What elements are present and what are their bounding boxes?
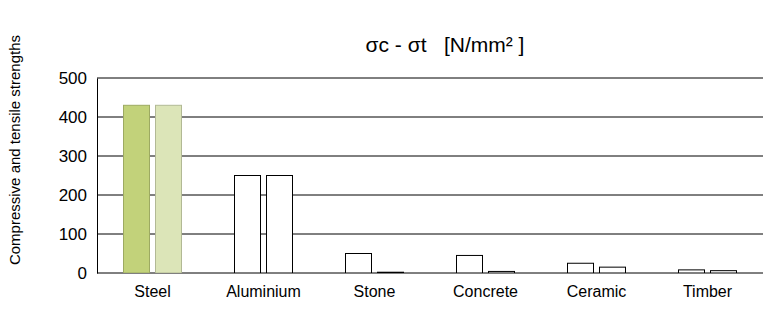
x-tick: Timber [683,273,733,300]
x-tick-label: Ceramic [567,283,627,300]
y-tick-label: 300 [59,147,87,166]
y-axis-line [97,79,98,274]
bar [267,176,293,274]
plot-area: 0 100 200 300 400 500 Steel Aluminium Stone Concr… [59,69,763,300]
bar [124,105,150,273]
x-tick: Steel [134,273,170,300]
x-tick: Concrete [453,273,518,300]
bar [489,271,515,273]
bar [346,254,372,274]
x-tick: Stone [354,273,396,300]
y-tick-label: 0 [78,264,87,283]
y-axis: 0 100 200 300 400 500 [59,69,98,283]
bar [568,263,594,273]
y-tick: 100 [59,225,97,244]
x-axis: Steel Aluminium Stone Concrete Ceramic Timber [134,273,733,300]
x-tick-label: Stone [354,283,396,300]
y-axis-title: Compressive and tensile strengths [6,35,23,265]
y-tick: 500 [59,69,97,88]
bar [711,271,737,273]
bar [378,272,404,273]
y-tick-label: 500 [59,69,87,88]
grid-line [97,117,763,118]
bars [124,105,737,273]
grid-line [97,273,763,274]
x-tick: Ceramic [567,273,627,300]
title: σc - σt [N/mm² ] [366,33,525,56]
y-tick-label: 200 [59,186,87,205]
y-tick: 300 [59,147,97,166]
x-tick-label: Timber [683,283,733,300]
bar [156,105,182,273]
y-tick: 200 [59,186,97,205]
x-tick-label: Concrete [453,283,518,300]
y-tick: 0 [78,264,97,283]
bar [600,267,626,273]
grid-line [97,195,763,196]
bar [235,176,261,274]
bar [679,270,705,273]
y-tick: 400 [59,108,97,127]
x-tick-label: Steel [134,283,170,300]
x-tick: Aluminium [226,273,301,300]
chart: 0 100 200 300 400 500 Steel Aluminium Stone Concr… [0,0,772,317]
grid [97,78,763,273]
bar [457,255,483,273]
grid-line [97,156,763,157]
x-tick-label: Aluminium [226,283,301,300]
y-tick-label: 400 [59,108,87,127]
grid-line [97,78,763,79]
grid-line [97,234,763,235]
y-tick-label: 100 [59,225,87,244]
